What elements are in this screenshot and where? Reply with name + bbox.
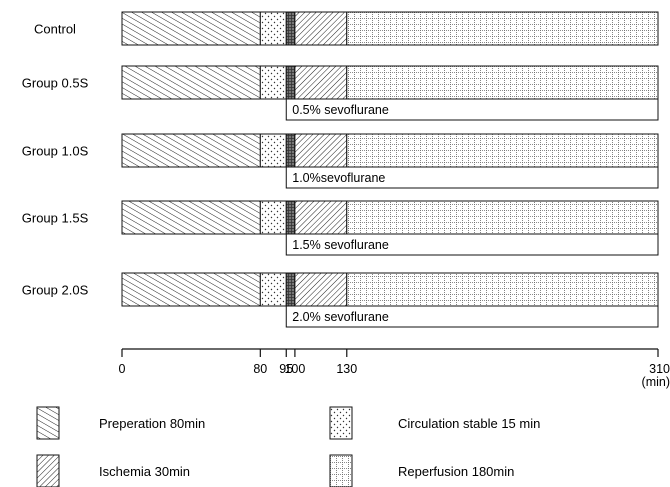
phase-segment-circulation bbox=[259, 11, 287, 46]
group-label: Group 0.5S bbox=[22, 76, 89, 91]
group-row: Group 1.0S 1.0%sevoflurane bbox=[22, 133, 659, 189]
legend-item: Reperfusion 180min bbox=[329, 454, 514, 487]
phase-segment-preparation bbox=[121, 11, 261, 46]
axis-tick-label: 130 bbox=[336, 362, 357, 376]
phase-segment-reperfusion bbox=[346, 133, 659, 168]
phase-segment-preparation bbox=[121, 200, 261, 235]
axis-tick-label: 80 bbox=[253, 362, 267, 376]
legend-label: Circulation stable 15 min bbox=[398, 416, 540, 431]
phase-segment-reperfusion bbox=[346, 65, 659, 100]
phase-segment-circulation bbox=[259, 133, 287, 168]
group-label: Group 1.5S bbox=[22, 211, 89, 226]
legend: Preperation 80min Circulation stable 15 m… bbox=[36, 406, 540, 487]
phase-segment-drug bbox=[285, 11, 296, 46]
legend-swatch bbox=[329, 406, 353, 440]
group-row: Group 2.0S 2.0% sevoflurane bbox=[22, 272, 659, 328]
group-row: Group 1.5S 1.5% sevoflurane bbox=[22, 200, 659, 256]
sevoflurane-bar bbox=[285, 166, 659, 189]
legend-label: Reperfusion 180min bbox=[398, 464, 514, 479]
phase-segment-reperfusion bbox=[346, 272, 659, 307]
sevoflurane-label: 1.5% sevoflurane bbox=[292, 238, 389, 252]
phase-segment-reperfusion bbox=[346, 200, 659, 235]
legend-item: Ischemia 30min bbox=[36, 454, 190, 487]
axis-tick-label: 310 bbox=[649, 362, 670, 376]
phase-segment-circulation bbox=[259, 272, 287, 307]
phase-segment-drug bbox=[285, 272, 296, 307]
sevoflurane-bar bbox=[285, 305, 659, 328]
phase-segment-ischemia bbox=[294, 272, 348, 307]
group-label: Group 1.0S bbox=[22, 144, 89, 159]
group-row: Control bbox=[34, 11, 659, 46]
phase-segment-ischemia bbox=[294, 65, 348, 100]
phase-segment-drug bbox=[285, 133, 296, 168]
group-rows: Control Group 0.5S 0.5% sevoflurane Group 1… bbox=[22, 11, 659, 328]
phase-segment-ischemia bbox=[294, 11, 348, 46]
phase-segment-circulation bbox=[259, 200, 287, 235]
phase-segment-preparation bbox=[121, 272, 261, 307]
sevoflurane-label: 2.0% sevoflurane bbox=[292, 310, 389, 324]
phase-segment-preparation bbox=[121, 133, 261, 168]
sevoflurane-bar bbox=[285, 98, 659, 121]
phase-segment-preparation bbox=[121, 65, 261, 100]
sevoflurane-label: 1.0%sevoflurane bbox=[292, 171, 385, 185]
legend-label: Preperation 80min bbox=[99, 416, 205, 431]
axis-unit-label: (min) bbox=[642, 375, 670, 389]
phase-segment-circulation bbox=[259, 65, 287, 100]
axis-tick-label: 100 bbox=[284, 362, 305, 376]
legend-item: Preperation 80min bbox=[36, 406, 205, 440]
legend-swatch bbox=[329, 454, 353, 487]
sevoflurane-label: 0.5% sevoflurane bbox=[292, 103, 389, 117]
sevoflurane-bar bbox=[285, 233, 659, 256]
group-row: Group 0.5S 0.5% sevoflurane bbox=[22, 65, 659, 121]
group-label: Group 2.0S bbox=[22, 283, 89, 298]
axis-tick-label: 0 bbox=[119, 362, 126, 376]
axis-tick-label: 95 bbox=[279, 362, 293, 376]
phase-segment-reperfusion bbox=[346, 11, 659, 46]
legend-item: Circulation stable 15 min bbox=[329, 406, 540, 440]
legend-label: Ischemia 30min bbox=[99, 464, 190, 479]
phase-segment-drug bbox=[285, 200, 296, 235]
group-label: Control bbox=[34, 22, 76, 37]
phase-segment-ischemia bbox=[294, 200, 348, 235]
phase-segment-ischemia bbox=[294, 133, 348, 168]
legend-swatch bbox=[36, 454, 60, 487]
legend-swatch bbox=[36, 406, 60, 440]
phase-segment-drug bbox=[285, 65, 296, 100]
